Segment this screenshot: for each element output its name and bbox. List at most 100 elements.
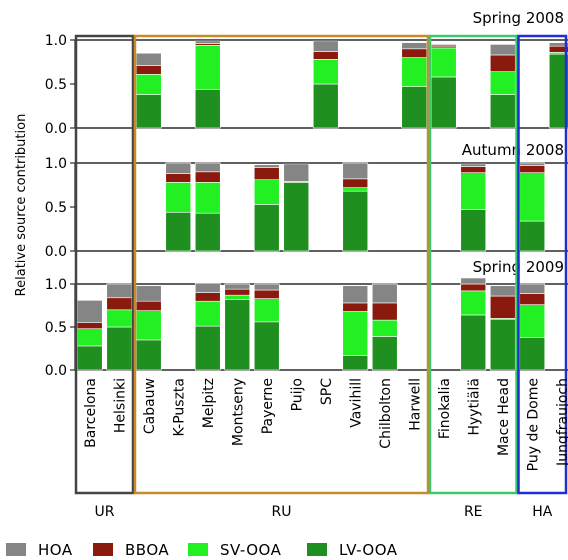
legend-label-sv-ooa: SV-OOA — [220, 541, 282, 559]
bar-sv-ooa-puy-de-dome — [519, 172, 546, 222]
bar-bboa-hyytiälä — [460, 166, 487, 173]
bar-lv-ooa-helsinki — [106, 326, 133, 371]
bar-bboa-vavihill — [342, 302, 369, 312]
bar-lv-ooa-barcelona — [76, 345, 103, 371]
x-tick-label: Jungfraujoch — [555, 378, 568, 467]
legend-label-hoa: HOA — [38, 541, 73, 559]
panel-title: Autumn 2008 — [462, 141, 564, 159]
x-tick-label: Helsinki — [112, 378, 128, 433]
y-tick-label: 1.0 — [45, 156, 67, 172]
group-frame-re — [428, 34, 518, 495]
bar-hoa-cabauw — [135, 52, 162, 66]
x-tick-label: Montseny — [230, 378, 246, 446]
group-frame-ha — [517, 34, 568, 495]
bar-bboa-mace-head — [489, 54, 516, 72]
x-tick-label: Cabauw — [142, 378, 158, 434]
bar-bboa-puy-de-dome — [519, 293, 546, 305]
bar-bboa-mace-head — [489, 295, 516, 319]
y-tick-label: 1.0 — [45, 277, 67, 293]
bar-hoa-vavihill — [342, 285, 369, 304]
legend-swatch-sv-ooa — [188, 543, 208, 556]
group-frame-ru — [133, 34, 430, 495]
bar-sv-ooa-payerne — [253, 298, 280, 323]
bar-hoa-melpitz — [194, 162, 221, 173]
bar-lv-ooa-finokalia — [430, 76, 457, 129]
bar-lv-ooa-puy-de-dome — [519, 337, 546, 371]
y-tick-label: 0.0 — [45, 244, 67, 260]
bar-bboa-payerne — [253, 289, 280, 299]
bar-hoa-mace-head — [489, 285, 516, 297]
bar-hoa-k-puszta — [165, 162, 192, 174]
bar-hoa-payerne — [253, 283, 280, 291]
chart-panels: 0.0 0.5 1.0 Spring 2008 0.0 0.5 1.0 Autumn 2008… — [45, 9, 568, 379]
bar-sv-ooa-mace-head — [489, 71, 516, 95]
bar-lv-ooa-k-puszta — [165, 211, 192, 252]
legend-label-lv-ooa: LV-OOA — [339, 541, 398, 559]
group-frames: UR RU RE HA — [74, 34, 568, 520]
x-tick-label: Hyytiälä — [466, 378, 482, 436]
bar-sv-ooa-helsinki — [106, 309, 133, 328]
bar-sv-ooa-melpitz — [194, 300, 221, 327]
y-tick-label: 0.5 — [45, 200, 67, 216]
panel-title: Spring 2008 — [473, 9, 564, 27]
bar-hoa-puy-de-dome — [519, 283, 546, 294]
x-tick-label: Mace Head — [496, 378, 512, 456]
bar-lv-ooa-montseny — [224, 299, 251, 371]
bar-hoa-montseny — [224, 283, 251, 290]
legend-label-bboa: BBOA — [125, 541, 169, 559]
bar-hoa-spc — [312, 40, 339, 52]
x-tick-label: SPC — [319, 378, 335, 405]
bar-sv-ooa-montseny — [224, 294, 251, 300]
bar-lv-ooa-payerne — [253, 204, 280, 252]
bar-hoa-puy-de-dome — [519, 162, 546, 166]
group-label-re: RE — [464, 504, 483, 520]
bar-sv-ooa-hyytiälä — [460, 290, 487, 316]
bar-lv-ooa-hyytiälä — [460, 314, 487, 371]
bar-bboa-melpitz — [194, 292, 221, 302]
bar-hoa-mace-head — [489, 44, 516, 56]
bar-lv-ooa-harwell — [401, 86, 428, 129]
legend-swatch-lv-ooa — [307, 543, 327, 556]
group-label-ha: HA — [532, 504, 553, 520]
bar-hoa-chilbolton — [371, 283, 398, 304]
group-frame-ur — [74, 34, 135, 495]
legend: HOA BBOA SV-OOA LV-OOA — [6, 541, 398, 559]
bar-bboa-k-puszta — [165, 173, 192, 183]
bar-lv-ooa-puy-de-dome — [519, 220, 546, 252]
bar-sv-ooa-vavihill — [342, 311, 369, 356]
group-label-ur: UR — [95, 504, 115, 520]
bar-lv-ooa-mace-head — [489, 318, 516, 371]
bar-bboa-cabauw — [135, 300, 162, 311]
x-tick-label: K-Puszta — [171, 378, 187, 437]
bar-hoa-jungfraujoch — [548, 42, 568, 47]
bar-hoa-payerne — [253, 164, 280, 168]
bar-sv-ooa-spc — [312, 59, 339, 85]
bar-lv-ooa-chilbolton — [371, 336, 398, 371]
x-tick-label: Harwell — [407, 378, 423, 431]
bar-hoa-melpitz — [194, 40, 221, 44]
bar-hoa-cabauw — [135, 285, 162, 302]
bar-lv-ooa-hyytiälä — [460, 209, 487, 252]
bar-hoa-puijo — [283, 163, 310, 182]
bar-bboa-harwell — [401, 48, 428, 58]
bar-sv-ooa-cabauw — [135, 310, 162, 341]
y-tick-label: 0.5 — [45, 320, 67, 336]
bar-lv-ooa-puijo — [283, 182, 310, 252]
bar-sv-ooa-puy-de-dome — [519, 304, 546, 338]
bar-lv-ooa-cabauw — [135, 94, 162, 129]
bar-sv-ooa-melpitz — [194, 182, 221, 214]
bar-sv-ooa-finokalia — [430, 47, 457, 78]
panel-0: 0.0 0.5 1.0 Spring 2008 — [45, 9, 568, 137]
x-tick-label: Barcelona — [83, 378, 99, 448]
bar-lv-ooa-cabauw — [135, 339, 162, 371]
bar-hoa-vavihill — [342, 162, 369, 180]
bar-hoa-harwell — [401, 42, 428, 50]
bar-bboa-montseny — [224, 288, 251, 296]
bar-hoa-helsinki — [106, 283, 133, 299]
bar-lv-ooa-melpitz — [194, 212, 221, 252]
x-tick-label: Chilbolton — [378, 378, 394, 449]
bar-lv-ooa-mace-head — [489, 94, 516, 129]
bar-bboa-barcelona — [76, 322, 103, 330]
bar-lv-ooa-spc — [312, 83, 339, 129]
y-tick-label: 0.0 — [45, 363, 67, 379]
